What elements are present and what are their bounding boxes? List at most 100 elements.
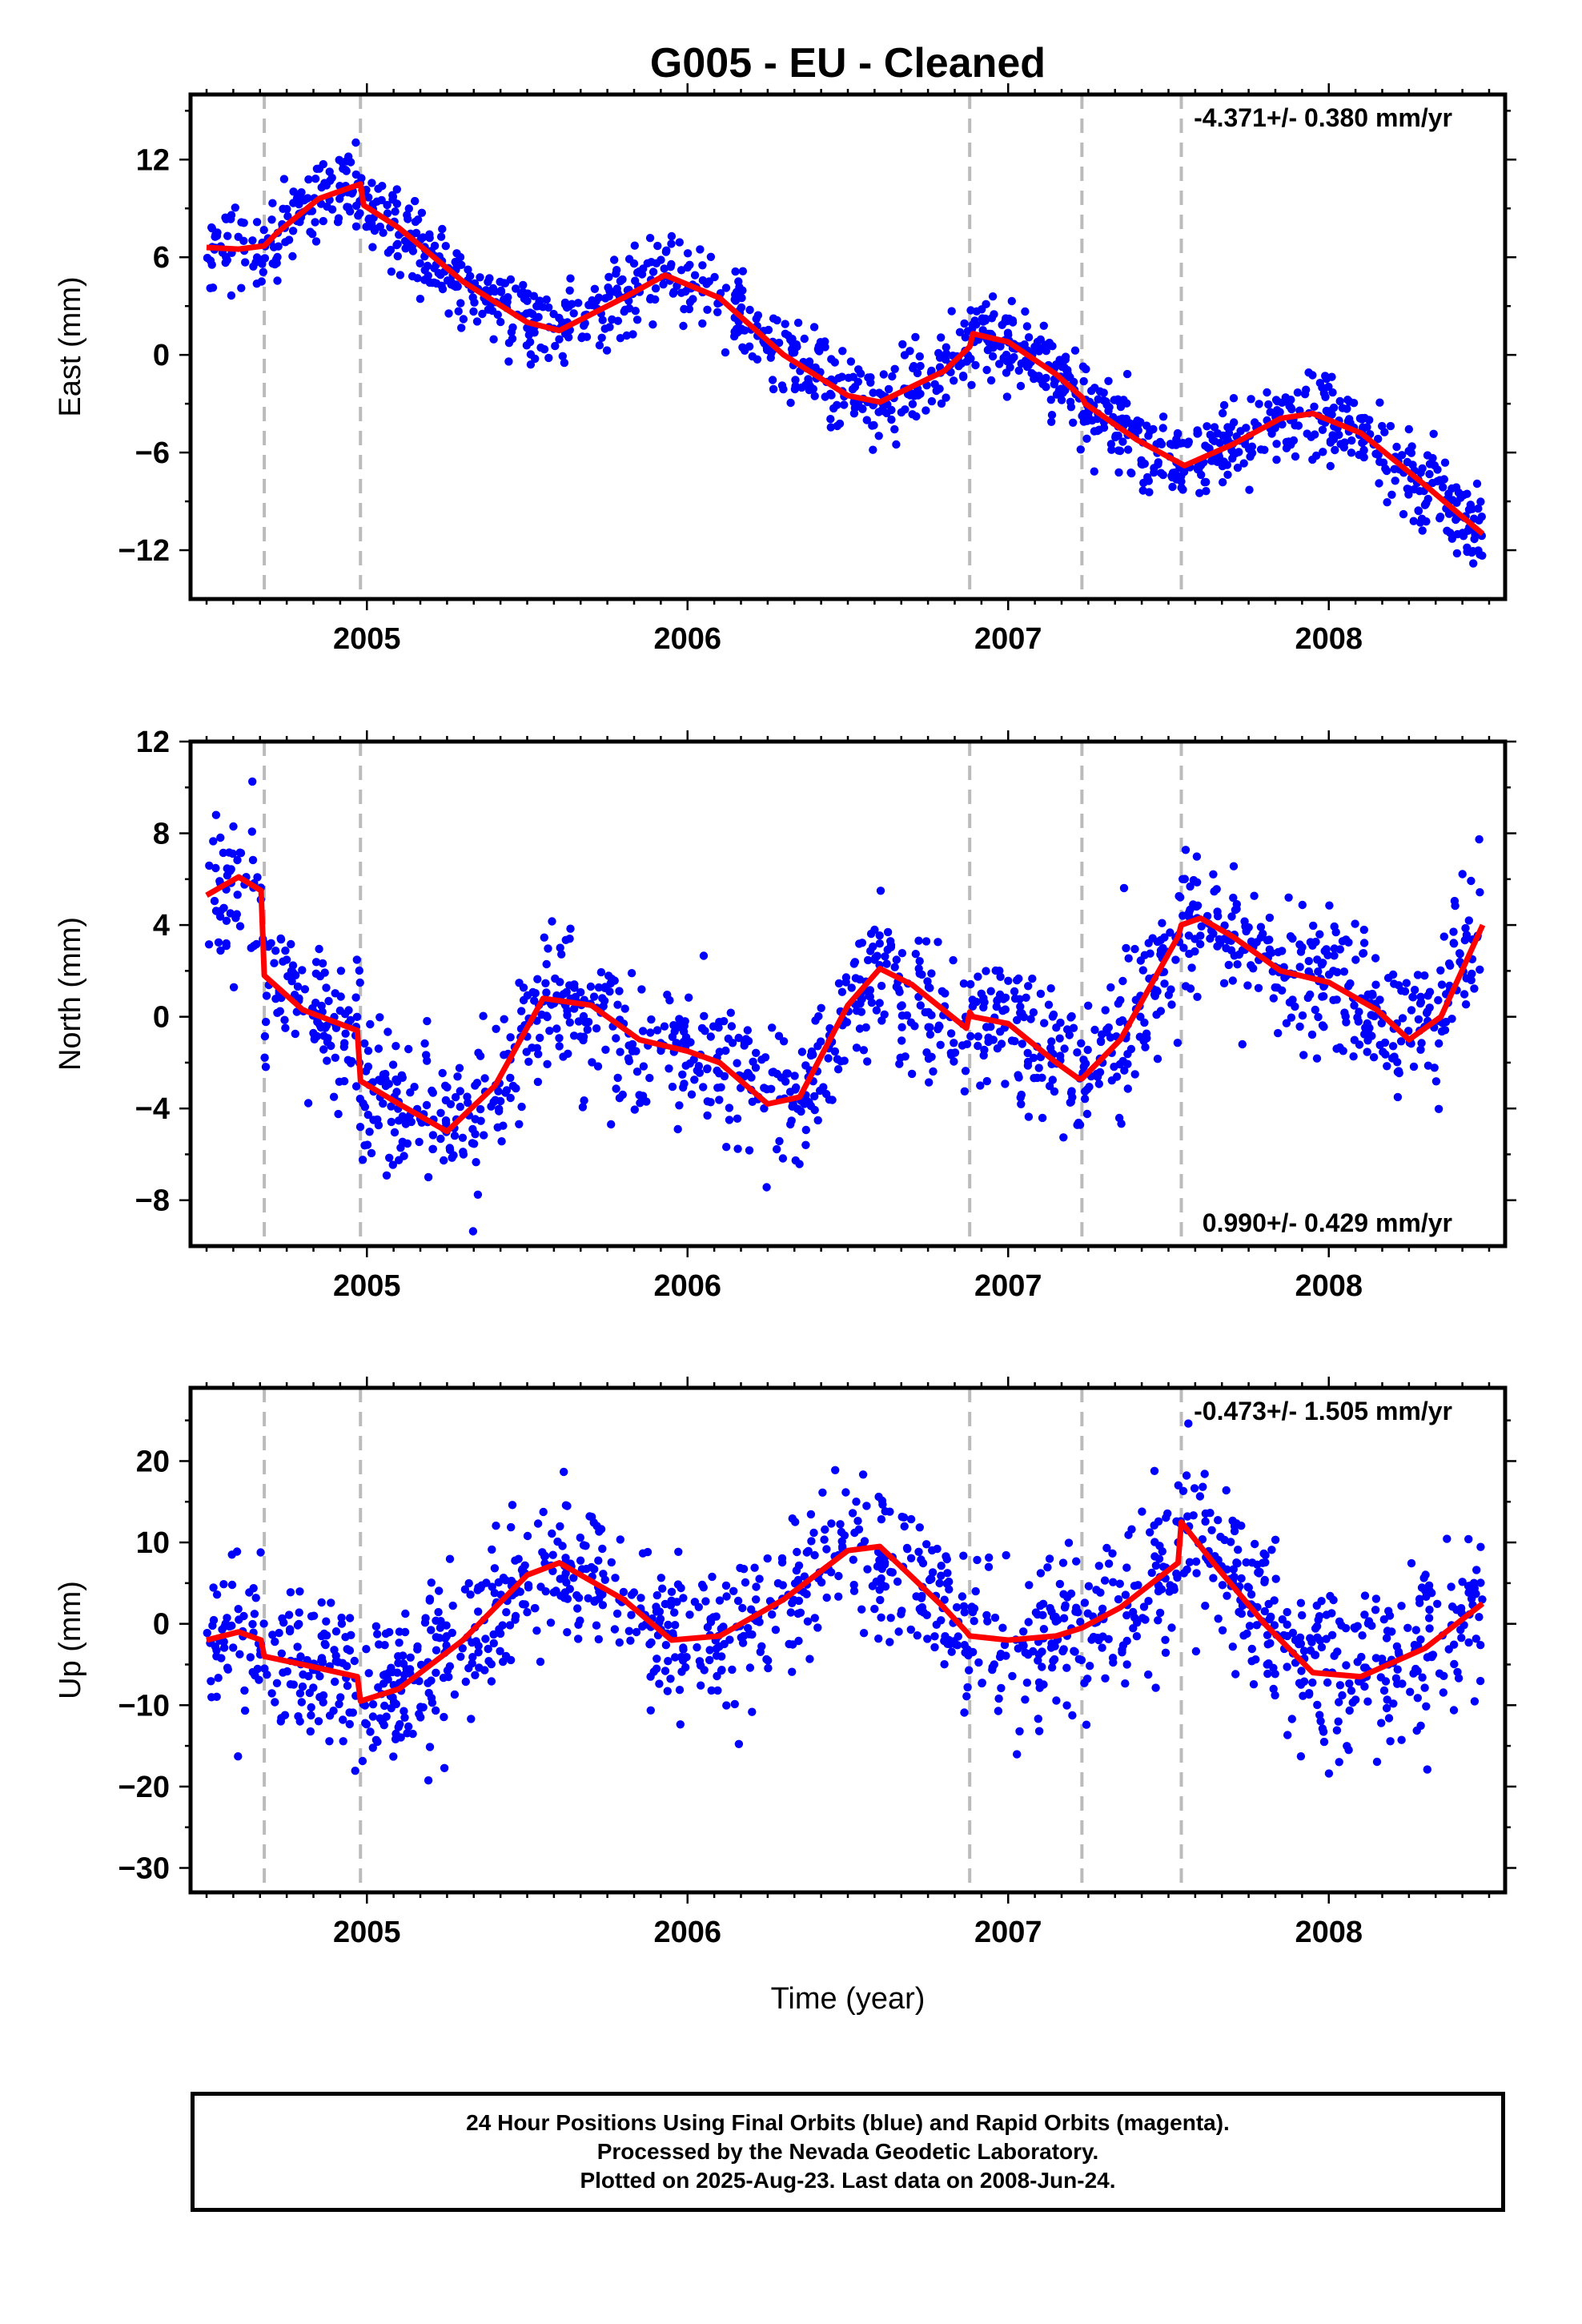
- data-point: [502, 1608, 511, 1617]
- y-axis-label: East (mm): [54, 276, 87, 416]
- data-point: [1338, 1691, 1347, 1700]
- data-point: [611, 1574, 620, 1582]
- data-point: [219, 1580, 228, 1589]
- data-point: [1016, 381, 1026, 391]
- data-point: [574, 299, 583, 308]
- data-point: [1007, 1036, 1017, 1045]
- data-point: [1232, 1558, 1241, 1567]
- data-point: [566, 924, 575, 933]
- data-point: [677, 266, 686, 275]
- data-point: [648, 267, 658, 276]
- data-point: [959, 979, 969, 988]
- data-point: [1446, 961, 1455, 971]
- data-point: [1096, 1588, 1105, 1597]
- data-point: [1023, 1048, 1032, 1058]
- data-point: [574, 1634, 583, 1643]
- data-point: [604, 272, 613, 282]
- data-point: [875, 939, 885, 948]
- data-point: [925, 1575, 934, 1585]
- data-point: [319, 159, 327, 169]
- data-point: [456, 1087, 464, 1096]
- data-point: [1067, 1011, 1076, 1021]
- data-point: [531, 354, 540, 364]
- data-point: [852, 1498, 861, 1506]
- data-point: [1416, 992, 1425, 1002]
- data-point: [1335, 396, 1344, 406]
- data-point: [1082, 434, 1091, 443]
- data-point: [1439, 1671, 1448, 1680]
- data-point: [652, 1602, 661, 1611]
- data-point: [875, 931, 884, 940]
- data-point: [1374, 434, 1383, 444]
- data-point: [467, 1715, 476, 1723]
- data-point: [1243, 1582, 1252, 1591]
- data-point: [1146, 1528, 1154, 1537]
- data-point: [555, 1034, 564, 1043]
- data-point: [774, 1031, 784, 1040]
- data-point: [248, 1619, 257, 1629]
- data-point: [983, 345, 993, 355]
- data-point: [700, 1011, 709, 1021]
- data-point: [506, 1033, 515, 1042]
- data-point: [779, 1037, 789, 1046]
- data-point: [612, 1609, 622, 1618]
- data-point: [960, 319, 969, 328]
- data-point: [435, 1586, 444, 1595]
- data-point: [1317, 1642, 1327, 1652]
- data-point: [705, 1646, 714, 1655]
- data-point: [1413, 1694, 1423, 1703]
- data-point: [669, 1629, 677, 1638]
- data-point: [443, 276, 452, 285]
- data-point: [320, 968, 329, 977]
- data-point: [219, 903, 228, 913]
- data-point: [471, 1130, 480, 1139]
- data-point: [984, 1033, 993, 1042]
- data-point: [1126, 1044, 1136, 1054]
- data-point: [1034, 1715, 1043, 1723]
- data-point: [271, 1698, 279, 1707]
- data-point: [988, 352, 998, 361]
- data-point: [1114, 999, 1123, 1008]
- data-point: [646, 294, 655, 303]
- data-point: [601, 294, 610, 303]
- data-point: [884, 384, 893, 394]
- data-point: [1300, 390, 1310, 399]
- data-point: [1047, 417, 1056, 426]
- data-point: [923, 1634, 932, 1643]
- data-point: [1231, 906, 1240, 915]
- data-point: [393, 1668, 402, 1677]
- data-point: [764, 1663, 773, 1673]
- data-point: [258, 259, 267, 268]
- data-point: [963, 327, 973, 336]
- data-point: [1278, 947, 1287, 955]
- data-point: [1439, 932, 1449, 941]
- data-point: [701, 1597, 710, 1606]
- data-point: [239, 236, 248, 245]
- data-point: [924, 983, 934, 991]
- data-point: [1047, 1037, 1056, 1046]
- data-point: [1178, 1486, 1188, 1496]
- data-point: [666, 1601, 676, 1610]
- data-point: [474, 1607, 483, 1616]
- data-point: [745, 1663, 755, 1672]
- data-point: [319, 1031, 328, 1040]
- data-point: [1456, 1604, 1466, 1613]
- data-point: [406, 1653, 415, 1662]
- data-point: [963, 1683, 972, 1692]
- data-point: [1048, 1076, 1058, 1084]
- data-point: [764, 1656, 773, 1665]
- data-point: [738, 286, 747, 295]
- data-point: [286, 1588, 295, 1597]
- data-point: [1230, 1572, 1239, 1582]
- data-point: [598, 1601, 608, 1610]
- data-point: [1224, 960, 1234, 970]
- data-point: [1008, 1671, 1017, 1681]
- data-point: [214, 1674, 223, 1683]
- data-point: [1123, 445, 1133, 454]
- data-point: [927, 396, 937, 406]
- data-point: [476, 1116, 485, 1125]
- data-point: [1342, 1661, 1351, 1670]
- data-point: [1425, 469, 1434, 479]
- data-point: [1098, 1643, 1106, 1652]
- data-point: [222, 916, 231, 926]
